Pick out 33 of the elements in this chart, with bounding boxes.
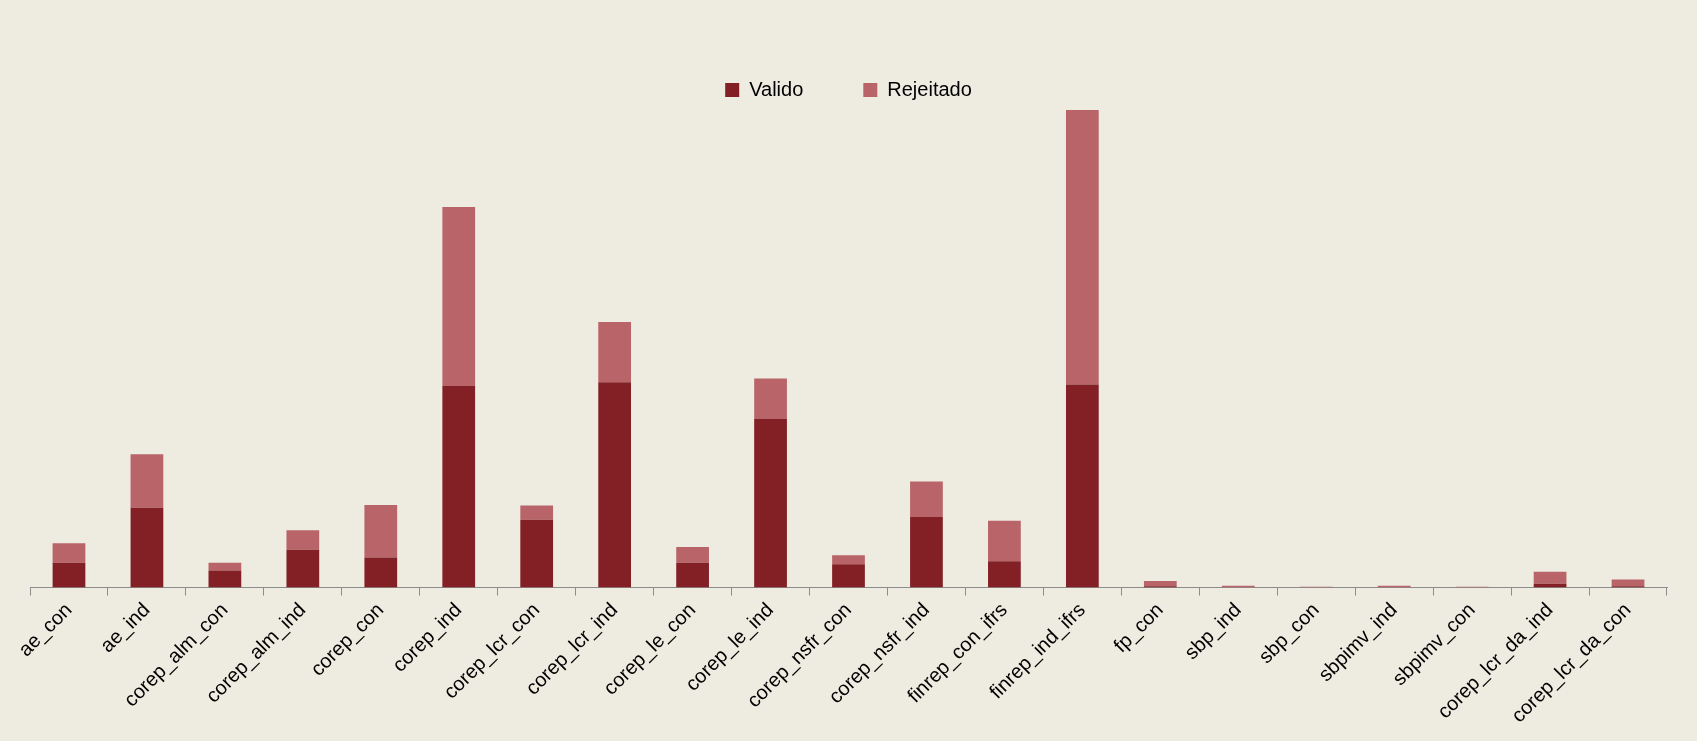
bar xyxy=(286,530,320,550)
bar xyxy=(520,505,554,520)
bar xyxy=(286,549,320,588)
bar xyxy=(208,562,242,571)
bar xyxy=(364,504,398,558)
bar xyxy=(832,555,865,565)
bar xyxy=(598,322,632,383)
legend-label: Valido xyxy=(749,77,804,100)
bar xyxy=(988,561,1021,588)
bar xyxy=(910,481,943,517)
bar xyxy=(520,519,554,588)
bar xyxy=(442,206,476,387)
bar xyxy=(364,557,398,588)
bar xyxy=(208,570,242,588)
bar xyxy=(1533,571,1567,584)
bar xyxy=(1143,580,1177,587)
bar xyxy=(754,378,787,420)
bar xyxy=(676,547,709,563)
bar xyxy=(1065,110,1099,385)
bar xyxy=(676,562,709,588)
bar xyxy=(442,386,476,588)
bar xyxy=(130,454,164,508)
bar xyxy=(832,564,865,588)
bar xyxy=(52,562,86,588)
bar xyxy=(754,419,787,588)
bar xyxy=(598,382,632,588)
bar xyxy=(988,520,1021,562)
bar xyxy=(1065,384,1099,588)
legend-label: Rejeitado xyxy=(887,77,972,100)
bar xyxy=(910,516,943,588)
bar xyxy=(130,507,164,588)
bar xyxy=(52,543,86,563)
bar xyxy=(1611,579,1645,587)
